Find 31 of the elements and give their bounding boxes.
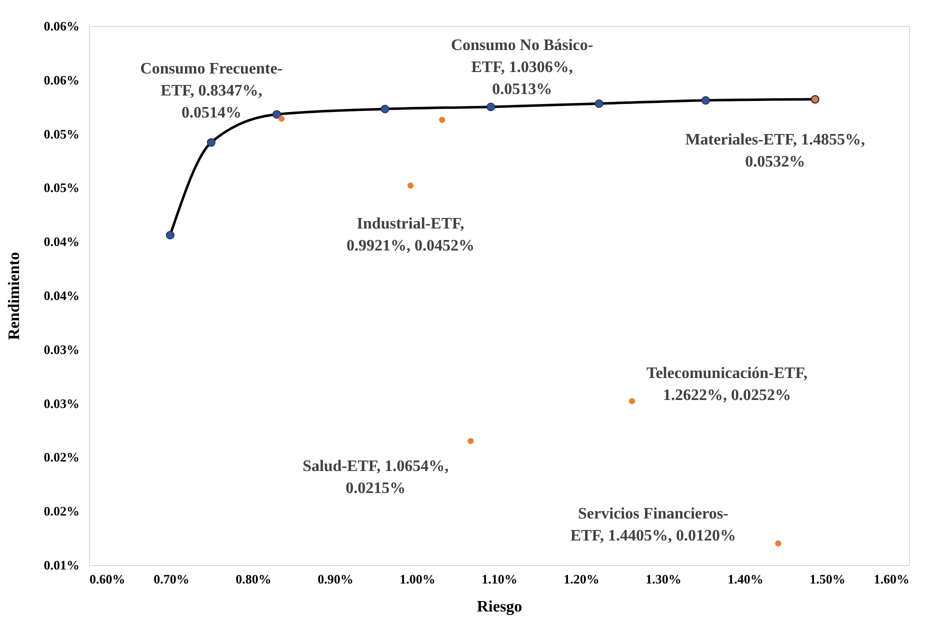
annotation: Salud-ETF, 1.0654%, 0.0215%	[302, 458, 449, 498]
y-tick-label: 0.02%	[44, 504, 80, 519]
y-tick-label: 0.02%	[44, 450, 80, 465]
y-axis-title: Rendimiento	[6, 252, 23, 340]
x-tick-label: 0.80%	[236, 572, 272, 586]
annotation: Consumo No Básico-ETF, 1.0306%, 0.0513%	[450, 36, 594, 98]
y-tick-label: 0.01%	[44, 558, 80, 572]
y-tick-label: 0.05%	[44, 180, 80, 196]
annotation: Servicios Financieros-ETF, 1.4405%, 0.0120%	[570, 505, 736, 544]
y-tick-label: 0.04%	[44, 234, 80, 250]
x-tick-label: 1.50%	[810, 572, 846, 586]
x-tick-label: 1.00%	[400, 572, 436, 586]
x-tick-label: 0.60%	[90, 572, 126, 586]
annotation: Telecomunicación-ETF, 1.2622%, 0.0252%	[646, 365, 808, 404]
y-tick-label: 0.03%	[44, 396, 80, 411]
y-tick-label: 0.05%	[44, 126, 80, 142]
annotation: Industrial-ETF, 0.9921%, 0.0452%	[346, 216, 475, 255]
x-tick-label: 0.90%	[318, 572, 354, 586]
x-tick-label: 1.60%	[874, 572, 910, 586]
annotation: Consumo Frecuente-ETF, 0.8347%, 0.0514%	[140, 60, 283, 122]
x-axis-title: Riesgo	[476, 598, 522, 616]
x-tick-label: 1.20%	[564, 572, 600, 586]
y-tick-label: 0.06%	[44, 18, 80, 34]
y-tick-label: 0.04%	[44, 288, 80, 303]
x-tick-label: 0.70%	[154, 572, 190, 586]
y-tick-label: 0.06%	[44, 72, 80, 88]
annotation: Materiales-ETF, 1.4855%, 0.0532%	[685, 131, 866, 170]
x-tick-label: 1.10%	[482, 572, 518, 586]
x-tick-label: 1.30%	[646, 572, 682, 586]
x-tick-label: 1.40%	[728, 572, 764, 586]
y-tick-label: 0.03%	[44, 342, 80, 357]
